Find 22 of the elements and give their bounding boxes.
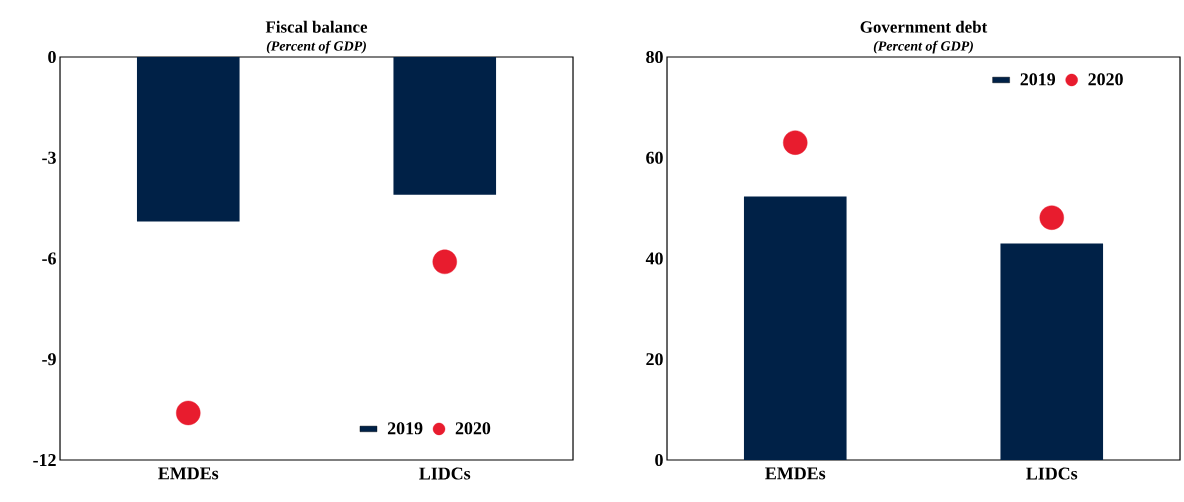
y-tick-label: -9 [42, 353, 56, 366]
chart-title: Fiscal balance [265, 20, 368, 33]
x-tick-label: EMDEs [765, 467, 826, 480]
y-tick-label: -3 [42, 151, 56, 164]
x-tick-label: EMDEs [158, 467, 219, 480]
y-tick-label: 20 [646, 353, 663, 366]
chart-subtitle: (Percent of GDP) [266, 40, 366, 54]
y-tick-label: 80 [646, 50, 663, 64]
y-tick-label: 60 [646, 151, 663, 164]
x-tick-label: LIDCs [1026, 467, 1078, 480]
y-tick-label: 40 [645, 252, 663, 265]
chart-title: Government debt [860, 20, 988, 33]
legend-label: 2020 [1088, 73, 1123, 86]
legend-label: 2020 [455, 422, 491, 435]
chart-subtitle: (Percent of GDP) [873, 40, 973, 54]
y-tick-label: 0 [655, 453, 663, 467]
y-tick-label: -6 [42, 252, 56, 265]
y-tick-label: -12 [33, 454, 56, 466]
legend-label: 2019 [1020, 73, 1056, 86]
x-tick-label: LIDCs [419, 467, 471, 480]
y-tick-label: 0 [48, 50, 56, 64]
legend-label: 2019 [387, 422, 423, 435]
